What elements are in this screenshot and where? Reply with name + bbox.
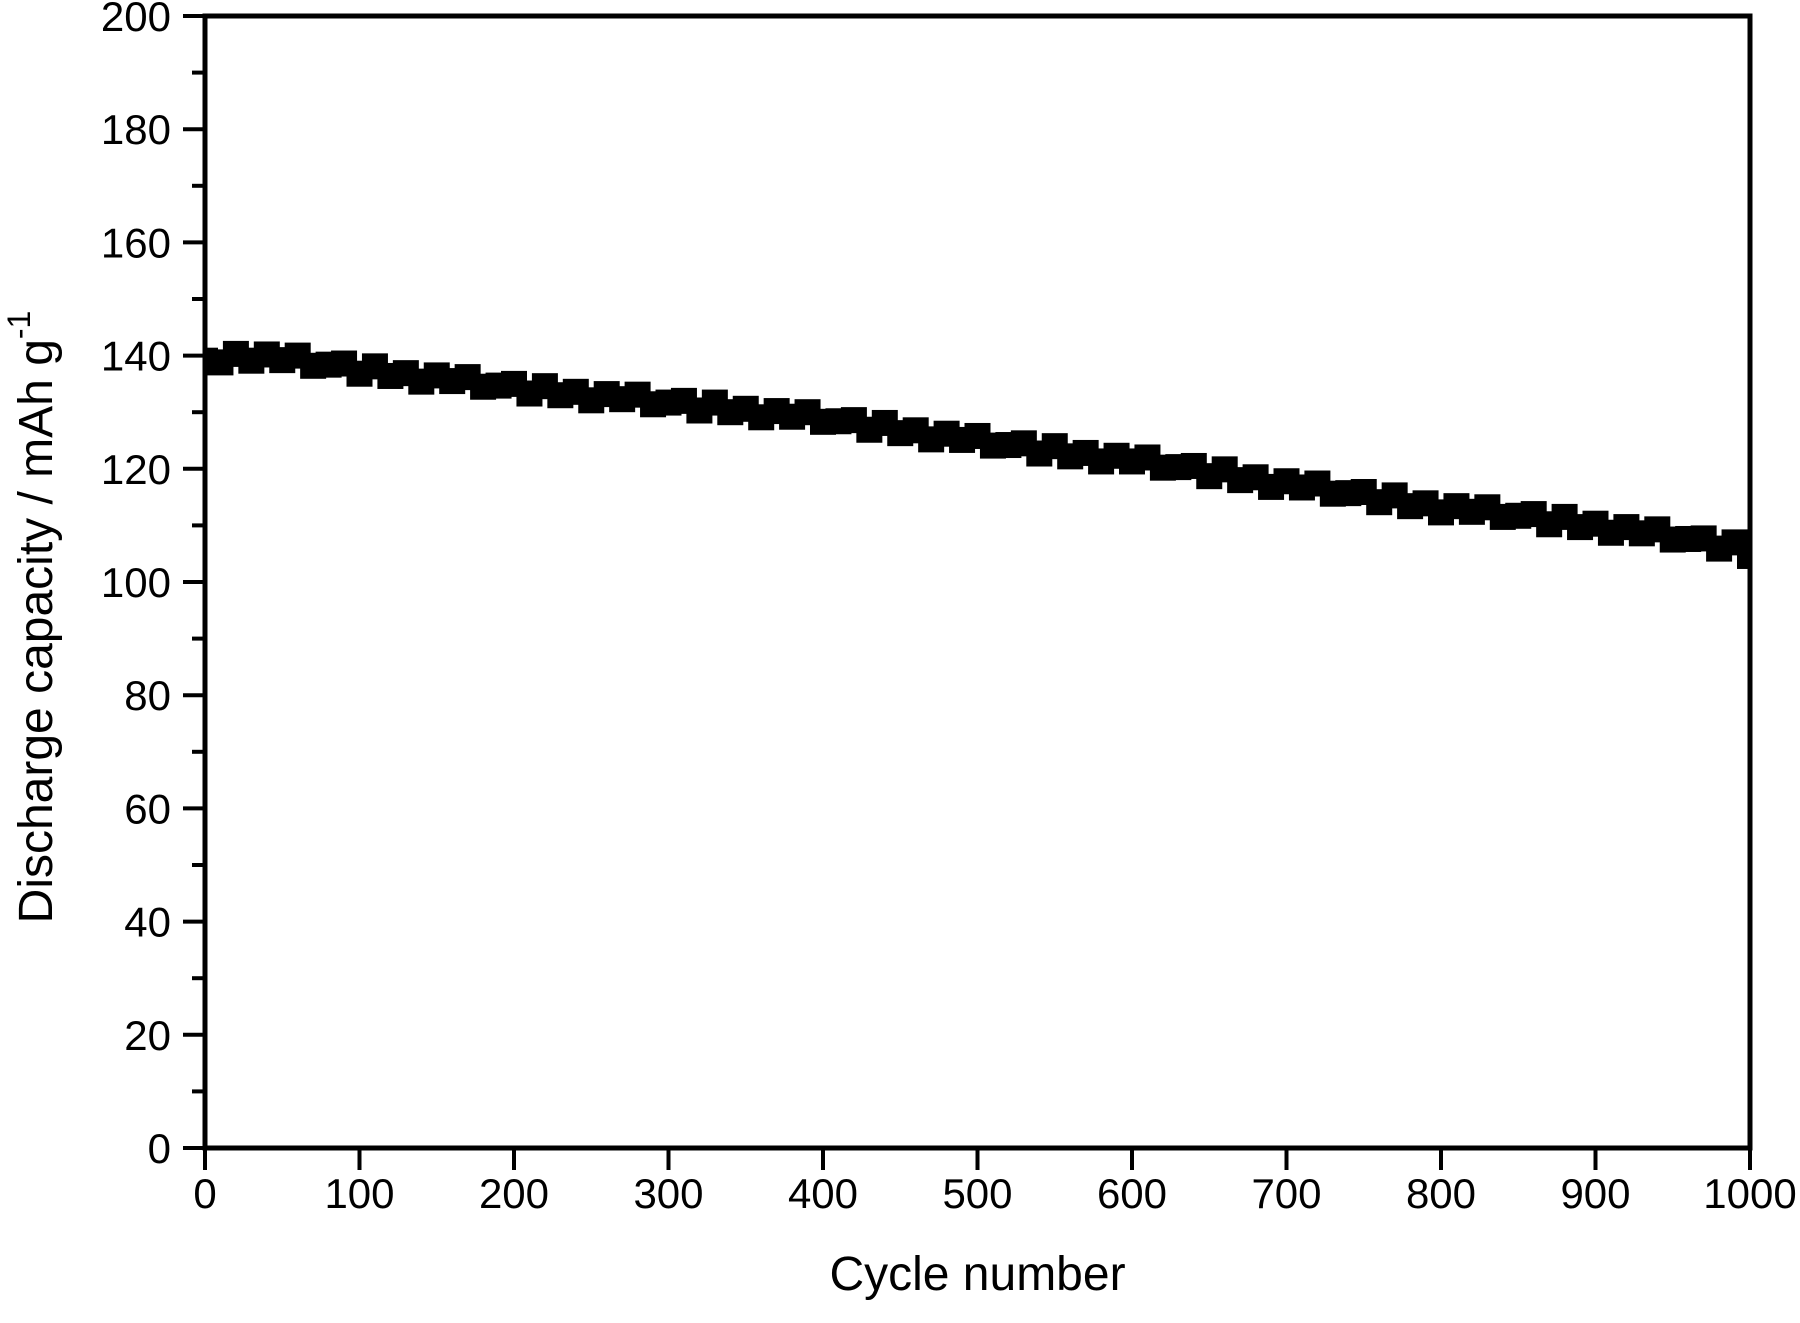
x-tick-label: 100 <box>324 1170 394 1217</box>
x-tick-label: 0 <box>193 1170 216 1217</box>
x-tick-label: 1000 <box>1703 1170 1796 1217</box>
x-tick-label: 900 <box>1560 1170 1630 1217</box>
y-tick-label: 60 <box>124 785 171 832</box>
x-tick-label: 800 <box>1406 1170 1476 1217</box>
y-tick-label: 100 <box>101 559 171 606</box>
y-axis-title-text: Discharge capacity / mAh g <box>10 339 63 923</box>
x-tick-label: 600 <box>1097 1170 1167 1217</box>
data-series-band <box>205 340 1750 569</box>
y-axis: 0 20 40 60 80 100 120 140 160 180 200 <box>101 0 205 1172</box>
y-tick-label: 40 <box>124 899 171 946</box>
data-point <box>1737 542 1750 569</box>
y-axis-title: Discharge capacity / mAh g-1 <box>1 311 63 924</box>
x-axis: 0 100 200 300 400 500 600 700 800 900 1000 <box>193 1148 1797 1217</box>
y-tick-label: 140 <box>101 333 171 380</box>
plot-border <box>202 13 1753 1151</box>
y-tick-label: 120 <box>101 446 171 493</box>
y-tick-label: 80 <box>124 672 171 719</box>
x-tick-label: 700 <box>1251 1170 1321 1217</box>
x-tick-label: 400 <box>788 1170 858 1217</box>
y-tick-label: 200 <box>101 0 171 40</box>
x-tick-label: 200 <box>479 1170 549 1217</box>
x-axis-title: Cycle number <box>829 1248 1125 1301</box>
y-tick-label: 0 <box>148 1125 171 1172</box>
y-tick-label: 160 <box>101 219 171 266</box>
y-tick-label: 20 <box>124 1012 171 1059</box>
x-tick-label: 500 <box>942 1170 1012 1217</box>
y-tick-label: 180 <box>101 106 171 153</box>
x-tick-label: 300 <box>633 1170 703 1217</box>
y-axis-title-superscript: -1 <box>1 311 37 339</box>
